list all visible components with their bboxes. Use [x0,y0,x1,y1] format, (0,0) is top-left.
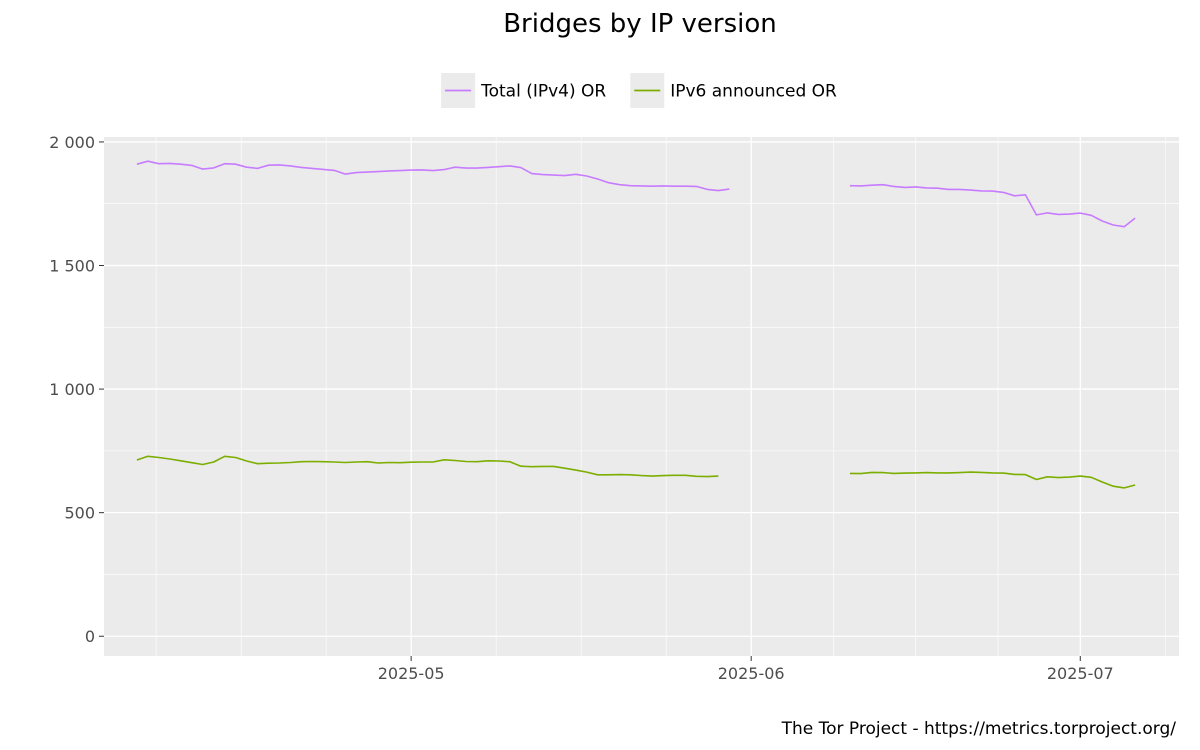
y-tick-label: 0 [85,627,95,646]
legend: Total (IPv4) OR IPv6 announced OR [441,73,837,108]
series-layer [136,160,1136,489]
grid-minor [104,137,1179,656]
chart-caption: The Tor Project - https://metrics.torpro… [781,719,1177,739]
x-tick-label: 2025-07 [1047,664,1114,683]
grid-major [104,137,1179,656]
x-tick-label: 2025-06 [718,664,785,683]
chart-title: Bridges by IP version [503,9,777,39]
y-tick-label: 1 000 [49,380,95,399]
legend-label: Total (IPv4) OR [480,82,606,102]
legend-label: IPv6 announced OR [670,82,837,102]
plot-panel [104,137,1179,656]
y-tick-label: 1 500 [49,257,95,276]
x-axis: 2025-05 2025-06 2025-07 [378,656,1114,683]
y-tick-label: 500 [64,504,95,523]
series-line-ipv6-announced-or [136,455,1136,489]
y-axis: 0 500 1 000 1 500 2 000 [49,133,104,646]
y-tick-label: 2 000 [49,133,95,152]
x-tick-label: 2025-05 [378,664,445,683]
series-line-total-ipv4-or [136,160,1136,228]
